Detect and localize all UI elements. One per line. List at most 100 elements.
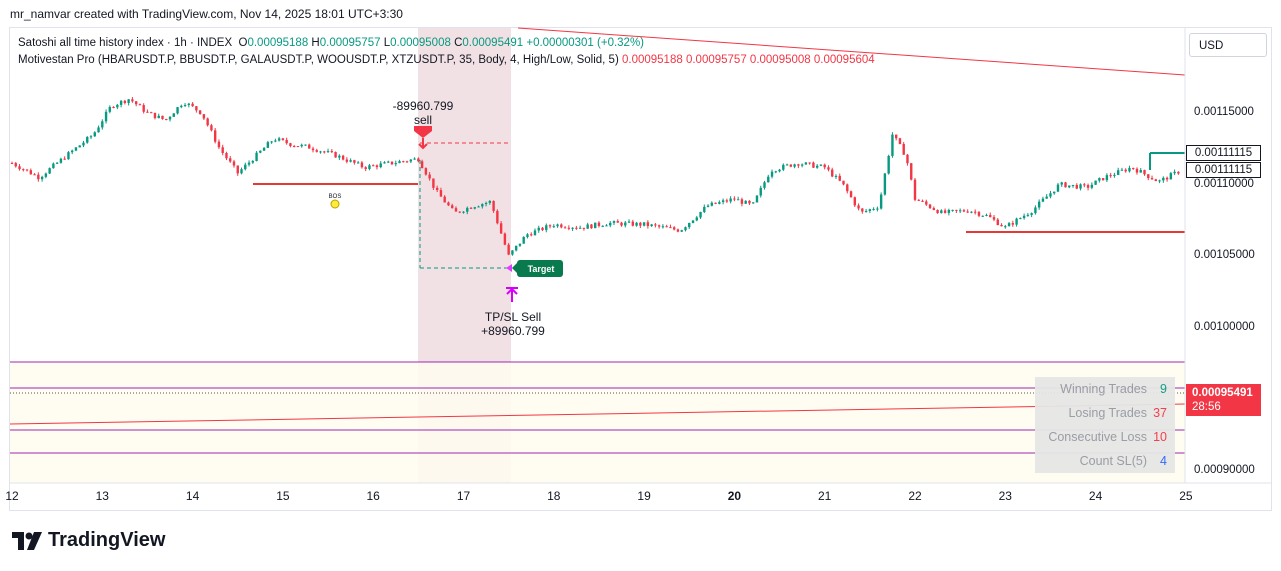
candle-body — [1162, 177, 1165, 181]
candle-body — [341, 155, 345, 160]
candle-body — [808, 162, 811, 164]
candle-body — [831, 169, 834, 177]
candle-body — [1139, 170, 1142, 173]
candle-body — [571, 227, 574, 229]
date-tick: 15 — [276, 489, 290, 503]
candle-body — [879, 194, 883, 209]
candle-body — [605, 225, 608, 227]
candle-body — [1071, 184, 1075, 186]
candle-body — [898, 138, 902, 144]
candle-body — [44, 173, 48, 177]
candle-body — [710, 202, 714, 206]
candle-body — [266, 142, 270, 148]
candle-body — [834, 175, 838, 177]
candle-body — [921, 200, 924, 202]
chart-frame[interactable] — [9, 27, 1272, 511]
candle-body — [255, 152, 258, 162]
candle-body — [913, 179, 917, 200]
candle-body — [1060, 182, 1063, 185]
candle-body — [195, 106, 198, 111]
candle-body — [206, 118, 209, 126]
date-tick: 17 — [456, 489, 471, 503]
candle-body — [338, 155, 341, 158]
candle-body — [1011, 223, 1015, 225]
candle-body — [123, 100, 127, 103]
candle-body — [1019, 218, 1022, 220]
date-tick: 19 — [637, 489, 651, 503]
candle-body — [985, 214, 988, 216]
candle-body — [308, 144, 311, 149]
candle-body — [624, 222, 627, 226]
candle-body — [477, 206, 480, 208]
stat-row-losing: Losing Trades 37 — [1068, 406, 1167, 420]
candle-body — [650, 224, 653, 227]
candle-body — [405, 161, 409, 163]
candle-body — [71, 150, 74, 153]
date-tick: 13 — [95, 489, 109, 503]
candle-body — [575, 227, 578, 229]
candle-body — [793, 164, 796, 167]
candle-body — [1165, 177, 1169, 180]
candle-body — [157, 115, 160, 119]
candle-body — [372, 165, 375, 167]
date-tick: 23 — [998, 489, 1012, 503]
candle-body — [932, 208, 936, 210]
candle-body — [699, 211, 702, 218]
candle-body — [1045, 196, 1048, 199]
candle-body — [530, 234, 533, 236]
candle-body — [420, 161, 424, 169]
candle-body — [688, 222, 691, 228]
candle-body — [1004, 226, 1007, 228]
candle-body — [191, 103, 194, 107]
tradingview-logo[interactable]: TradingView — [48, 529, 166, 551]
candle-body — [134, 101, 138, 105]
date-tick: 21 — [818, 489, 832, 503]
candle-body — [684, 227, 687, 231]
candle-body — [1026, 214, 1030, 216]
candle-body — [319, 151, 322, 153]
currency-button[interactable]: USD — [1189, 33, 1267, 57]
candle-body — [323, 151, 326, 153]
candle-body — [150, 112, 153, 114]
candle-body — [940, 210, 943, 214]
candle-body — [387, 161, 390, 163]
tp-label: TP/SL Sell — [485, 310, 541, 324]
candle-body — [917, 199, 920, 201]
candle-body — [928, 204, 932, 209]
candle-body — [846, 184, 849, 192]
candle-body — [55, 162, 59, 164]
candle-body — [379, 163, 382, 168]
candle-body — [33, 174, 36, 176]
candle-body — [119, 100, 123, 105]
candle-body — [311, 148, 315, 151]
candle-body — [815, 165, 819, 168]
candle-body — [695, 217, 698, 221]
candle-body — [116, 104, 119, 108]
candle-body — [541, 227, 544, 231]
price-box-1: 0.00111115 — [1186, 145, 1261, 161]
candle-body — [657, 225, 661, 227]
candle-body — [484, 202, 488, 205]
candle-body — [910, 163, 913, 180]
candle-body — [259, 150, 262, 153]
candle-body — [402, 161, 405, 163]
candle-body — [876, 208, 879, 210]
candle-body — [165, 118, 168, 120]
candle-body — [578, 227, 582, 229]
candle-body — [673, 227, 676, 230]
candle-body — [782, 164, 785, 170]
candle-body — [176, 107, 179, 114]
candle-body — [334, 151, 337, 158]
candle-body — [533, 230, 537, 236]
candle-body — [635, 222, 638, 226]
price-tick: 0.00110000 — [1194, 178, 1254, 190]
candle-body — [89, 136, 93, 138]
legend-change: +0.00000301 (+0.32%) — [526, 37, 645, 49]
candle-body — [526, 234, 529, 237]
candle-body — [413, 158, 416, 160]
candle-body — [1053, 191, 1056, 194]
candle-body — [289, 143, 292, 147]
candle-body — [669, 227, 672, 229]
candle-body — [947, 209, 951, 213]
